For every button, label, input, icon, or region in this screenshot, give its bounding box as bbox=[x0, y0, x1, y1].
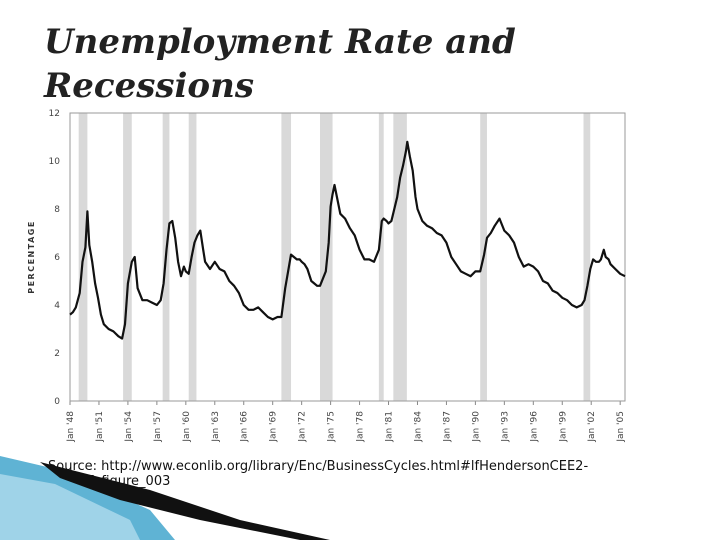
x-axis-ticks: Jan '48 Jan '51 Jan '54 Jan '57 Jan '60 Jan '… bbox=[66, 401, 626, 443]
y-tick-label: 6 bbox=[54, 253, 60, 263]
x-tick-label: Jan '96 bbox=[529, 411, 539, 443]
y-tick-label: 8 bbox=[54, 205, 60, 215]
y-tick-label: 0 bbox=[54, 397, 60, 407]
recession-band bbox=[378, 113, 384, 401]
x-tick-label: Jan '75 bbox=[327, 411, 337, 443]
x-tick-label: Jan '87 bbox=[442, 411, 452, 443]
y-axis-label: PERCENTAGE bbox=[27, 220, 36, 294]
x-tick-label: Jan '78 bbox=[356, 411, 366, 443]
x-tick-label: Jan '69 bbox=[269, 411, 279, 443]
y-axis-ticks: 0 2 4 6 8 10 12 bbox=[49, 109, 61, 407]
recession-band bbox=[281, 113, 292, 401]
slide-title: Unemployment Rate and Recessions bbox=[44, 20, 604, 108]
x-tick-label: Jan '93 bbox=[500, 411, 510, 443]
x-tick-label: Jan '84 bbox=[413, 411, 423, 443]
recession-band bbox=[123, 113, 132, 401]
y-tick-label: 2 bbox=[54, 349, 60, 359]
slide-title-line-1: Unemployment Rate and bbox=[44, 22, 516, 62]
y-tick-label: 4 bbox=[54, 301, 60, 311]
x-tick-label: Jan '66 bbox=[240, 411, 250, 443]
source-line-1: Source: http://www.econlib.org/library/E… bbox=[48, 459, 589, 474]
x-tick-label: Jan '99 bbox=[558, 411, 568, 443]
x-tick-label: Jan '05 bbox=[616, 411, 626, 443]
recession-band bbox=[583, 113, 591, 401]
unemployment-series-line bbox=[69, 140, 626, 340]
plot-frame bbox=[69, 112, 626, 402]
y-tick-label: 12 bbox=[49, 109, 60, 119]
x-tick-label: Jan '02 bbox=[587, 411, 597, 443]
x-tick-label: Jan '81 bbox=[385, 411, 395, 443]
black-swoosh-shape bbox=[40, 462, 330, 540]
x-tick-label: Jan '57 bbox=[153, 411, 163, 443]
x-tick-label: Jan '63 bbox=[211, 411, 221, 443]
x-tick-label: Jan '48 bbox=[66, 411, 76, 443]
x-tick-label: Jan '72 bbox=[298, 411, 308, 443]
slide-title-line-2: Recessions bbox=[44, 66, 254, 106]
blue-swoosh-light-shape bbox=[0, 474, 140, 540]
x-tick-label: Jan '60 bbox=[182, 411, 192, 443]
x-tick-label: Jan '51 bbox=[95, 411, 105, 443]
y-tick-label: 10 bbox=[49, 157, 61, 167]
x-tick-label: Jan '54 bbox=[124, 411, 134, 443]
recession-band bbox=[393, 113, 407, 401]
x-tick-label: Jan '90 bbox=[471, 411, 481, 443]
